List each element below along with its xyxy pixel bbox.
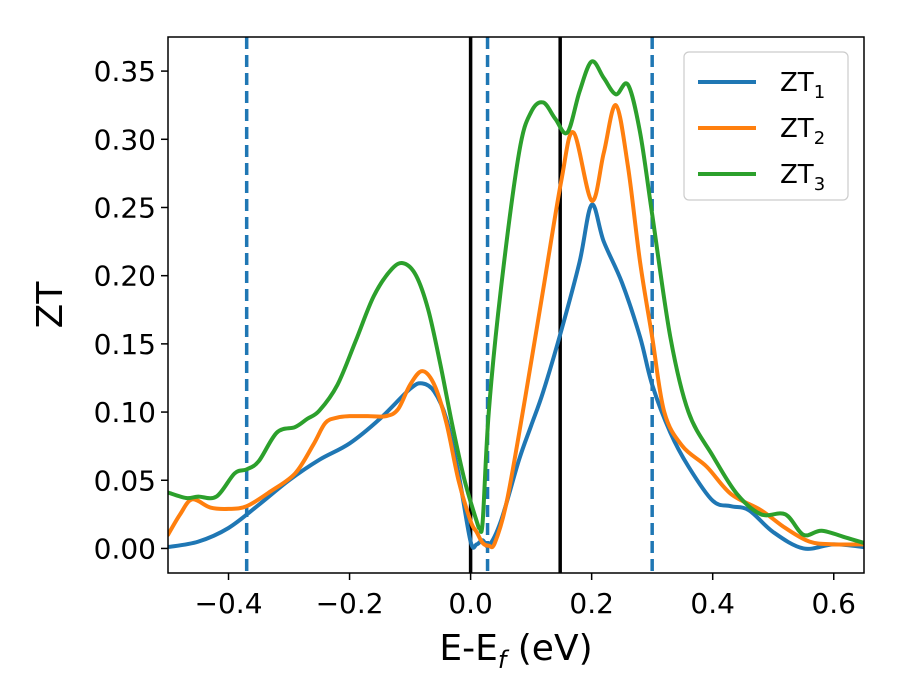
- x-tick-label: 0.4: [690, 587, 735, 620]
- x-tick-label: 0.2: [569, 587, 614, 620]
- legend: ZT1 ZT2 ZT3: [683, 51, 849, 201]
- legend-box: [683, 51, 849, 201]
- y-tick-label: 0.15: [94, 328, 156, 361]
- x-tick-label: 0.0: [448, 587, 493, 620]
- series-lines: [168, 59, 864, 551]
- y-axis-label: ZT: [30, 281, 71, 329]
- plot-frame: [167, 36, 865, 574]
- series-line-1: [168, 202, 864, 551]
- y-tick-label: 0.10: [94, 396, 156, 429]
- y-tick-label: 0.30: [94, 123, 156, 156]
- series-line-2: [168, 103, 864, 550]
- y-axis-ticks: 0.00 0.05 0.10 0.15 0.20 0.25 0.30 0.35: [94, 55, 168, 565]
- x-tick-label: −0.2: [316, 587, 384, 620]
- x-axis-label: E-Ef (eV): [439, 628, 592, 674]
- x-tick-label: 0.6: [811, 587, 856, 620]
- y-tick-label: 0.05: [94, 464, 156, 497]
- y-tick-label: 0.00: [94, 532, 156, 565]
- x-axis-ticks: −0.4 −0.2 0.0 0.2 0.4 0.6: [195, 573, 856, 620]
- series-line-3: [168, 59, 864, 545]
- y-tick-label: 0.35: [94, 55, 156, 88]
- y-tick-label: 0.25: [94, 191, 156, 224]
- reference-lines: [244, 37, 654, 573]
- x-label-main: E-E: [439, 628, 497, 669]
- x-tick-label: −0.4: [195, 587, 263, 620]
- legend-label-2: ZT2: [780, 114, 825, 149]
- legend-label-1: ZT1: [780, 68, 825, 103]
- y-tick-label: 0.20: [94, 260, 156, 293]
- legend-label-3: ZT3: [780, 160, 825, 195]
- x-label-unit: (eV): [506, 628, 592, 669]
